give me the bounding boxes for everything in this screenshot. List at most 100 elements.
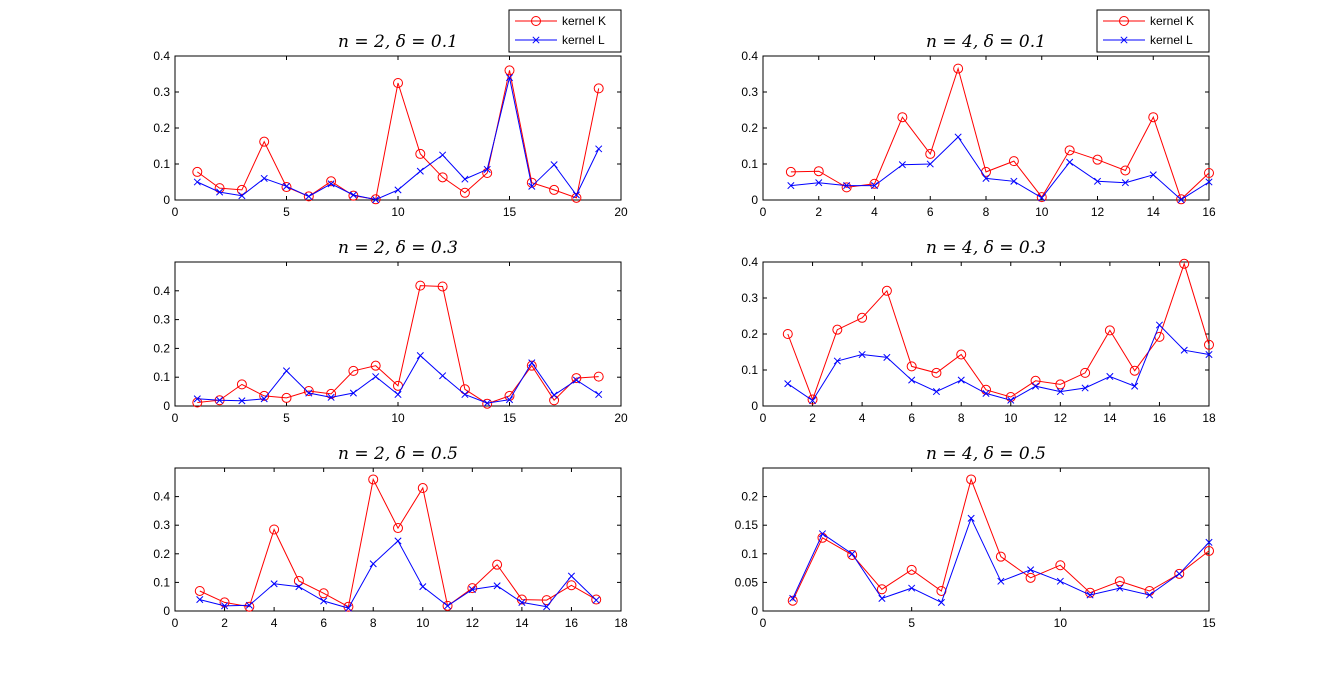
data-point-kernel-l bbox=[344, 604, 352, 612]
data-point-kernel-l bbox=[595, 145, 603, 153]
legend-box bbox=[508, 9, 622, 53]
legend-label: kernel K bbox=[1150, 14, 1194, 28]
data-point-kernel-l bbox=[1086, 591, 1094, 599]
data-point-kernel-l bbox=[1177, 196, 1185, 204]
x-tick-label: 6 bbox=[927, 205, 934, 219]
data-point-kernel-k bbox=[906, 361, 917, 372]
subplot-title: n = 2, δ = 0.1 bbox=[338, 32, 458, 52]
data-point-kernel-l bbox=[327, 393, 335, 401]
data-point-kernel-k bbox=[492, 559, 503, 570]
x-tick-label: 0 bbox=[172, 205, 179, 219]
data-point-kernel-k bbox=[482, 398, 493, 409]
data-point-kernel-l bbox=[193, 178, 201, 186]
data-point-kernel-l bbox=[468, 585, 476, 594]
data-point-kernel-k bbox=[591, 594, 602, 605]
y-tick-label: 0 bbox=[751, 399, 758, 413]
data-point-kernel-l bbox=[932, 388, 940, 396]
data-point-kernel-k bbox=[906, 564, 917, 575]
data-point-kernel-l bbox=[1027, 566, 1035, 574]
y-tick-label: 0.1 bbox=[153, 370, 170, 384]
data-point-kernel-l bbox=[419, 583, 427, 591]
data-point-kernel-l bbox=[439, 372, 447, 380]
data-point-kernel-k bbox=[813, 166, 824, 177]
series-line-kernel-l bbox=[790, 136, 1210, 201]
x-tick-label: 16 bbox=[565, 616, 579, 630]
x-tick-label: 5 bbox=[908, 616, 915, 630]
y-tick-label: 0.1 bbox=[741, 547, 758, 561]
data-point-kernel-l bbox=[394, 537, 402, 545]
y-tick-label: 0.2 bbox=[153, 341, 170, 355]
subplot-title: n = 2, δ = 0.5 bbox=[338, 444, 458, 464]
data-point-kernel-k bbox=[326, 176, 337, 187]
data-point-kernel-k bbox=[1055, 560, 1066, 571]
data-point-kernel-k bbox=[417, 483, 428, 494]
data-point-kernel-l bbox=[439, 151, 447, 159]
data-point-kernel-k bbox=[787, 595, 798, 606]
y-tick-label: 0 bbox=[751, 604, 758, 618]
data-point-kernel-l bbox=[461, 175, 469, 183]
data-point-kernel-l bbox=[809, 397, 817, 405]
data-point-kernel-k bbox=[415, 280, 426, 291]
subplot-6: n = 4, δ = 0.5 0 5 10 15 0 0.05 0.1 0.15 0.2 bbox=[735, 444, 1216, 630]
data-point-kernel-l bbox=[858, 350, 866, 359]
data-point-kernel-l bbox=[1066, 158, 1074, 166]
data-point-kernel-k bbox=[293, 575, 304, 586]
data-point-kernel-l bbox=[883, 353, 891, 361]
data-point-kernel-k bbox=[415, 148, 426, 159]
y-tick-label: 0.2 bbox=[153, 547, 170, 561]
data-point-kernel-k bbox=[303, 191, 314, 202]
y-tick-label: 0.1 bbox=[741, 157, 758, 171]
y-tick-label: 0 bbox=[163, 193, 170, 207]
data-point-kernel-k bbox=[1030, 375, 1041, 386]
data-point-kernel-l bbox=[1093, 177, 1102, 185]
y-tick-label: 0.3 bbox=[153, 313, 170, 327]
data-point-kernel-l bbox=[957, 376, 965, 384]
data-point-kernel-l bbox=[270, 580, 278, 588]
data-point-kernel-l bbox=[193, 395, 201, 403]
y-tick-label: 0.3 bbox=[153, 85, 170, 99]
data-point-kernel-l bbox=[1121, 179, 1129, 187]
data-point-kernel-k bbox=[593, 83, 604, 94]
data-point-kernel-k bbox=[931, 367, 942, 378]
data-point-kernel-l bbox=[1205, 350, 1213, 359]
y-tick-label: 0.4 bbox=[741, 49, 758, 63]
data-point-kernel-k bbox=[571, 192, 582, 203]
data-point-kernel-l bbox=[483, 165, 491, 173]
legend-marker-circle bbox=[531, 16, 541, 26]
data-point-kernel-l bbox=[815, 179, 823, 187]
data-point-kernel-k bbox=[281, 182, 292, 193]
data-point-kernel-k bbox=[1148, 112, 1159, 123]
data-point-kernel-k bbox=[259, 136, 270, 147]
data-point-kernel-k bbox=[348, 365, 359, 376]
data-point-kernel-k bbox=[785, 166, 796, 177]
data-point-kernel-k bbox=[881, 285, 892, 296]
data-point-kernel-k bbox=[1114, 576, 1125, 587]
data-point-kernel-k bbox=[192, 166, 203, 177]
data-point-kernel-k bbox=[393, 78, 403, 88]
y-tick-label: 0.3 bbox=[741, 291, 758, 305]
x-tick-label: 5 bbox=[283, 411, 290, 425]
data-point-kernel-k bbox=[504, 65, 515, 76]
y-tick-label: 0.4 bbox=[153, 284, 170, 298]
y-tick-label: 0.1 bbox=[741, 363, 758, 377]
data-point-kernel-l bbox=[221, 602, 229, 610]
data-point-kernel-k bbox=[194, 585, 205, 596]
x-tick-label: 15 bbox=[1202, 616, 1216, 630]
x-tick-label: 8 bbox=[370, 616, 377, 630]
data-point-kernel-l bbox=[305, 192, 313, 200]
data-point-kernel-l bbox=[238, 397, 246, 405]
x-tick-label: 2 bbox=[221, 616, 228, 630]
data-point-kernel-k bbox=[925, 148, 936, 159]
data-point-kernel-l bbox=[1007, 396, 1015, 404]
x-tick-label: 4 bbox=[871, 205, 878, 219]
y-tick-label: 0.3 bbox=[153, 518, 170, 532]
data-point-kernel-l bbox=[196, 596, 204, 604]
data-point-kernel-l bbox=[483, 399, 491, 407]
data-point-kernel-l bbox=[518, 598, 526, 606]
data-point-kernel-k bbox=[541, 595, 552, 606]
data-point-kernel-l bbox=[394, 390, 402, 399]
data-point-kernel-k bbox=[437, 172, 448, 183]
plot-frame bbox=[762, 467, 1210, 612]
x-tick-label: 10 bbox=[391, 411, 405, 425]
legend-marker-x bbox=[1120, 36, 1128, 44]
